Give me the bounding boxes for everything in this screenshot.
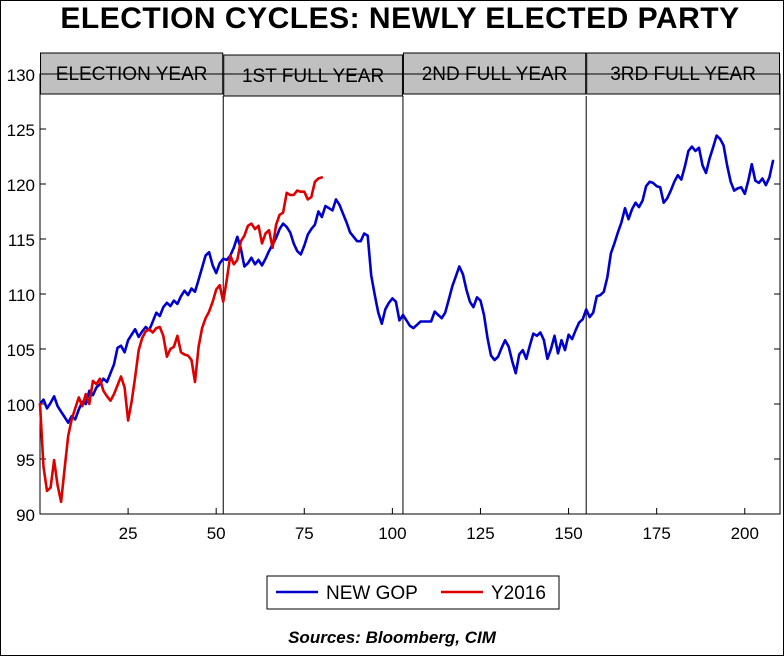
chart-title: ELECTION CYCLES: NEWLY ELECTED PARTY xyxy=(60,2,740,35)
y-tick-label: 95 xyxy=(16,451,35,470)
x-tick-label: 100 xyxy=(378,524,406,543)
source-note: Sources: Bloomberg, CIM xyxy=(288,628,496,647)
y-tick-label: 120 xyxy=(7,176,35,195)
period-header-box xyxy=(223,54,403,97)
legend-label: NEW GOP xyxy=(326,583,418,604)
x-tick-label: 25 xyxy=(119,524,138,543)
y-tick-label: 125 xyxy=(7,121,35,140)
series-line-new-gop xyxy=(38,134,775,425)
period-header-label: 1ST FULL YEAR xyxy=(242,66,384,87)
y-tick-label: 105 xyxy=(7,341,35,360)
x-tick-label: 175 xyxy=(642,524,670,543)
x-tick-label: 200 xyxy=(731,524,759,543)
x-tick-label: 75 xyxy=(295,524,314,543)
x-tick-label: 50 xyxy=(207,524,226,543)
x-tick-label: 125 xyxy=(466,524,494,543)
y-tick-label: 110 xyxy=(8,286,35,305)
y-tick-label: 115 xyxy=(8,231,35,250)
plot-area xyxy=(39,73,781,515)
x-tick-label: 150 xyxy=(554,524,582,543)
y-tick-label: 100 xyxy=(7,396,35,415)
legend-label: Y2016 xyxy=(491,583,546,604)
y-tick-label: 90 xyxy=(16,506,35,525)
y-tick-label: 130 xyxy=(7,66,35,85)
series-line-y2016 xyxy=(38,176,324,504)
